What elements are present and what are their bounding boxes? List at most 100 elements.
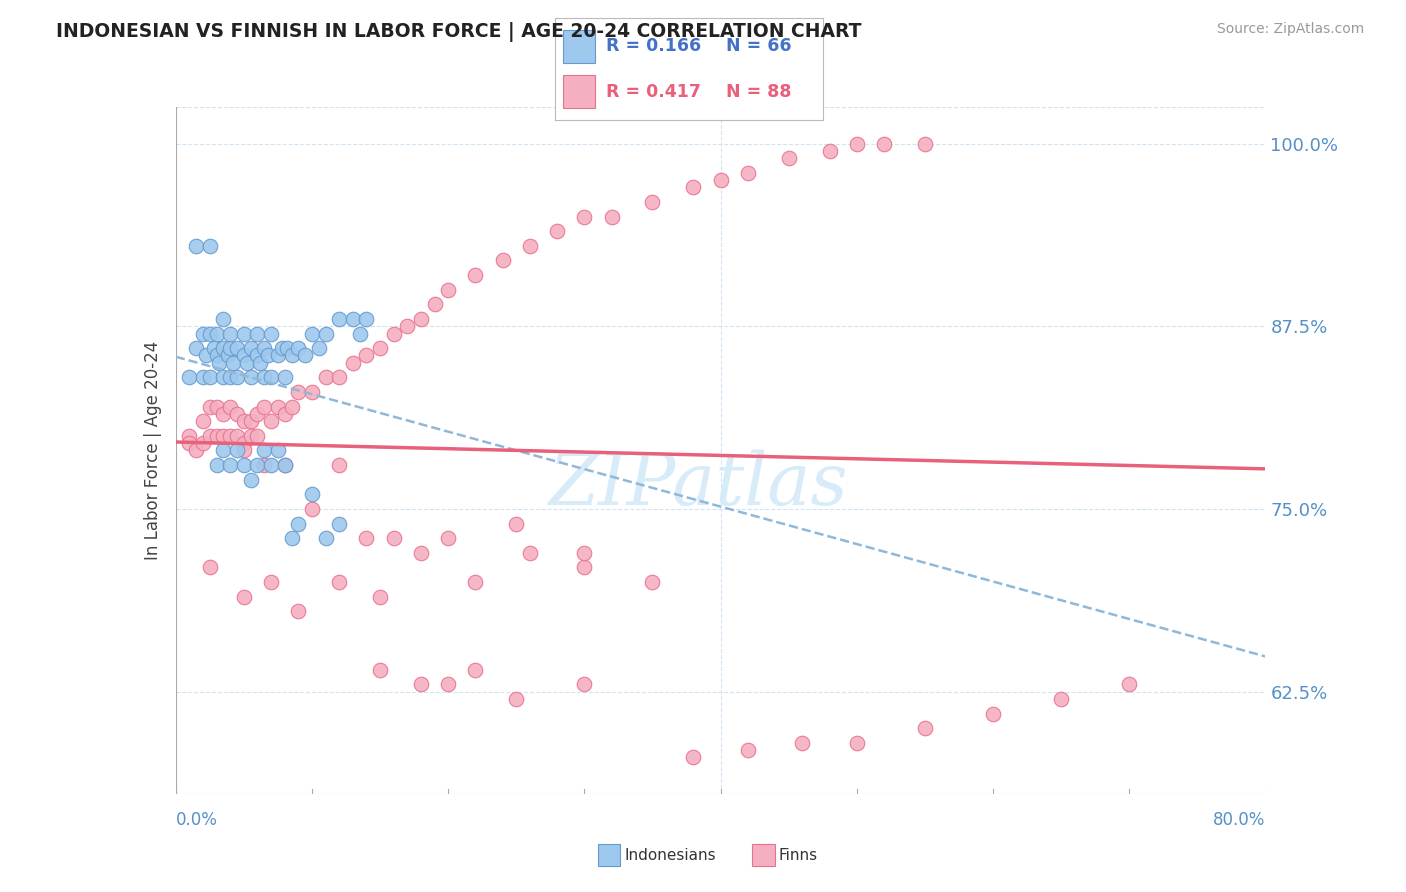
- Point: [382, 531, 405, 545]
- Point: [191, 414, 214, 428]
- Point: [287, 516, 309, 531]
- Point: [464, 268, 486, 282]
- Point: [287, 384, 309, 399]
- Point: [186, 341, 208, 355]
- Point: [260, 326, 283, 341]
- Point: [328, 458, 350, 472]
- Point: [274, 458, 297, 472]
- Point: [981, 706, 1004, 721]
- Point: [682, 750, 704, 764]
- Point: [315, 326, 337, 341]
- Point: [356, 349, 378, 363]
- Point: [194, 349, 217, 363]
- Point: [308, 341, 330, 355]
- Text: ZIPatlas: ZIPatlas: [548, 450, 849, 520]
- Point: [274, 458, 297, 472]
- Text: Source: ZipAtlas.com: Source: ZipAtlas.com: [1216, 22, 1364, 37]
- Point: [914, 721, 936, 735]
- Point: [914, 136, 936, 151]
- Point: [409, 546, 432, 560]
- Point: [873, 136, 896, 151]
- Point: [382, 326, 405, 341]
- Point: [232, 414, 254, 428]
- Point: [239, 414, 262, 428]
- Point: [267, 400, 290, 414]
- Point: [356, 531, 378, 545]
- Text: 0.0%: 0.0%: [176, 812, 218, 830]
- Point: [198, 560, 221, 574]
- Point: [186, 443, 208, 458]
- Point: [519, 239, 541, 253]
- Point: [198, 326, 221, 341]
- Point: [574, 210, 596, 224]
- Point: [232, 436, 254, 450]
- Point: [253, 400, 276, 414]
- Point: [253, 370, 276, 384]
- Point: [437, 283, 460, 297]
- Point: [239, 370, 262, 384]
- Point: [246, 458, 269, 472]
- Point: [710, 173, 733, 187]
- Point: [271, 341, 294, 355]
- Point: [253, 341, 276, 355]
- Point: [464, 663, 486, 677]
- Point: [212, 312, 235, 326]
- Point: [212, 407, 235, 421]
- Point: [198, 239, 221, 253]
- Point: [368, 341, 391, 355]
- Point: [186, 239, 208, 253]
- Point: [205, 400, 228, 414]
- Point: [222, 356, 245, 370]
- Point: [845, 136, 868, 151]
- Point: [219, 458, 242, 472]
- Y-axis label: In Labor Force | Age 20-24: In Labor Force | Age 20-24: [143, 341, 162, 560]
- Point: [267, 443, 290, 458]
- Point: [505, 516, 527, 531]
- Point: [260, 414, 283, 428]
- Point: [219, 326, 242, 341]
- Point: [342, 356, 364, 370]
- Point: [301, 326, 323, 341]
- Point: [342, 312, 364, 326]
- Point: [205, 429, 228, 443]
- Point: [226, 429, 249, 443]
- Point: [464, 574, 486, 589]
- Point: [641, 574, 664, 589]
- Point: [276, 341, 298, 355]
- Point: [226, 370, 249, 384]
- Text: R = 0.417: R = 0.417: [606, 83, 702, 101]
- Bar: [564, 75, 596, 108]
- Point: [179, 429, 201, 443]
- Point: [249, 356, 271, 370]
- Point: [253, 443, 276, 458]
- Point: [226, 443, 249, 458]
- Point: [191, 326, 214, 341]
- Point: [328, 312, 350, 326]
- Text: N = 66: N = 66: [727, 37, 792, 55]
- Point: [280, 400, 302, 414]
- Text: Indonesians: Indonesians: [624, 848, 716, 863]
- Point: [301, 487, 323, 501]
- Point: [280, 349, 302, 363]
- Point: [315, 370, 337, 384]
- Point: [205, 349, 228, 363]
- Point: [260, 370, 283, 384]
- Point: [246, 349, 269, 363]
- Point: [818, 144, 841, 158]
- Point: [505, 692, 527, 706]
- Point: [198, 370, 221, 384]
- Point: [792, 736, 814, 750]
- Point: [287, 604, 309, 618]
- Point: [260, 458, 283, 472]
- Point: [219, 429, 242, 443]
- Point: [423, 297, 446, 311]
- Point: [492, 253, 515, 268]
- Point: [349, 326, 371, 341]
- Point: [219, 400, 242, 414]
- Point: [191, 436, 214, 450]
- Point: [274, 407, 297, 421]
- Text: 80.0%: 80.0%: [1213, 812, 1265, 830]
- Point: [287, 341, 309, 355]
- Point: [641, 194, 664, 209]
- Point: [217, 349, 239, 363]
